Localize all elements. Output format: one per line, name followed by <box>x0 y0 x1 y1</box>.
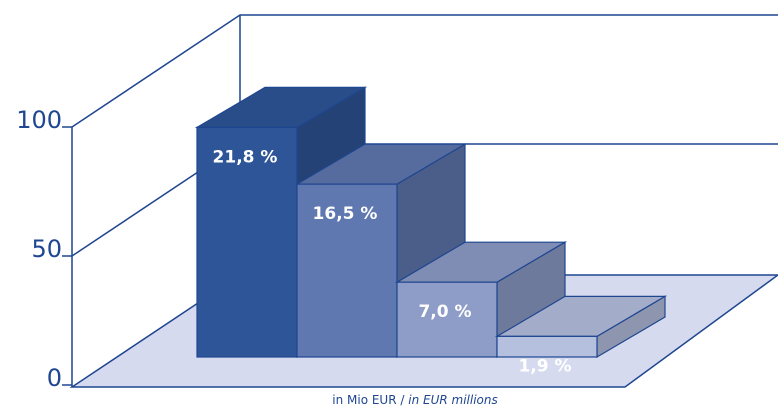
y-tick-label: 50 <box>31 235 62 263</box>
bar-label: 21,8 % <box>213 147 278 167</box>
bar-label: 16,5 % <box>313 204 378 224</box>
bar-group: 1,9 % <box>494 295 668 376</box>
bar-label: 1,9 % <box>518 356 571 376</box>
bar <box>396 281 498 358</box>
grid: 0 50 100 <box>16 14 778 392</box>
bars: 21,8 % 16,5 % 7,0 % 1,9 % <box>194 86 668 376</box>
x-label-en: in EUR millions <box>408 393 498 407</box>
x-label-de: in Mio EUR / <box>332 393 405 407</box>
y-tick-label: 0 <box>47 364 62 392</box>
x-axis-label: in Mio EUR / in EUR millions <box>332 393 498 407</box>
bar <box>496 335 598 358</box>
bar <box>296 183 398 358</box>
grid-line <box>71 14 778 128</box>
bar-label: 7,0 % <box>418 302 471 322</box>
bar <box>196 126 298 358</box>
y-tick-label: 100 <box>16 106 62 134</box>
